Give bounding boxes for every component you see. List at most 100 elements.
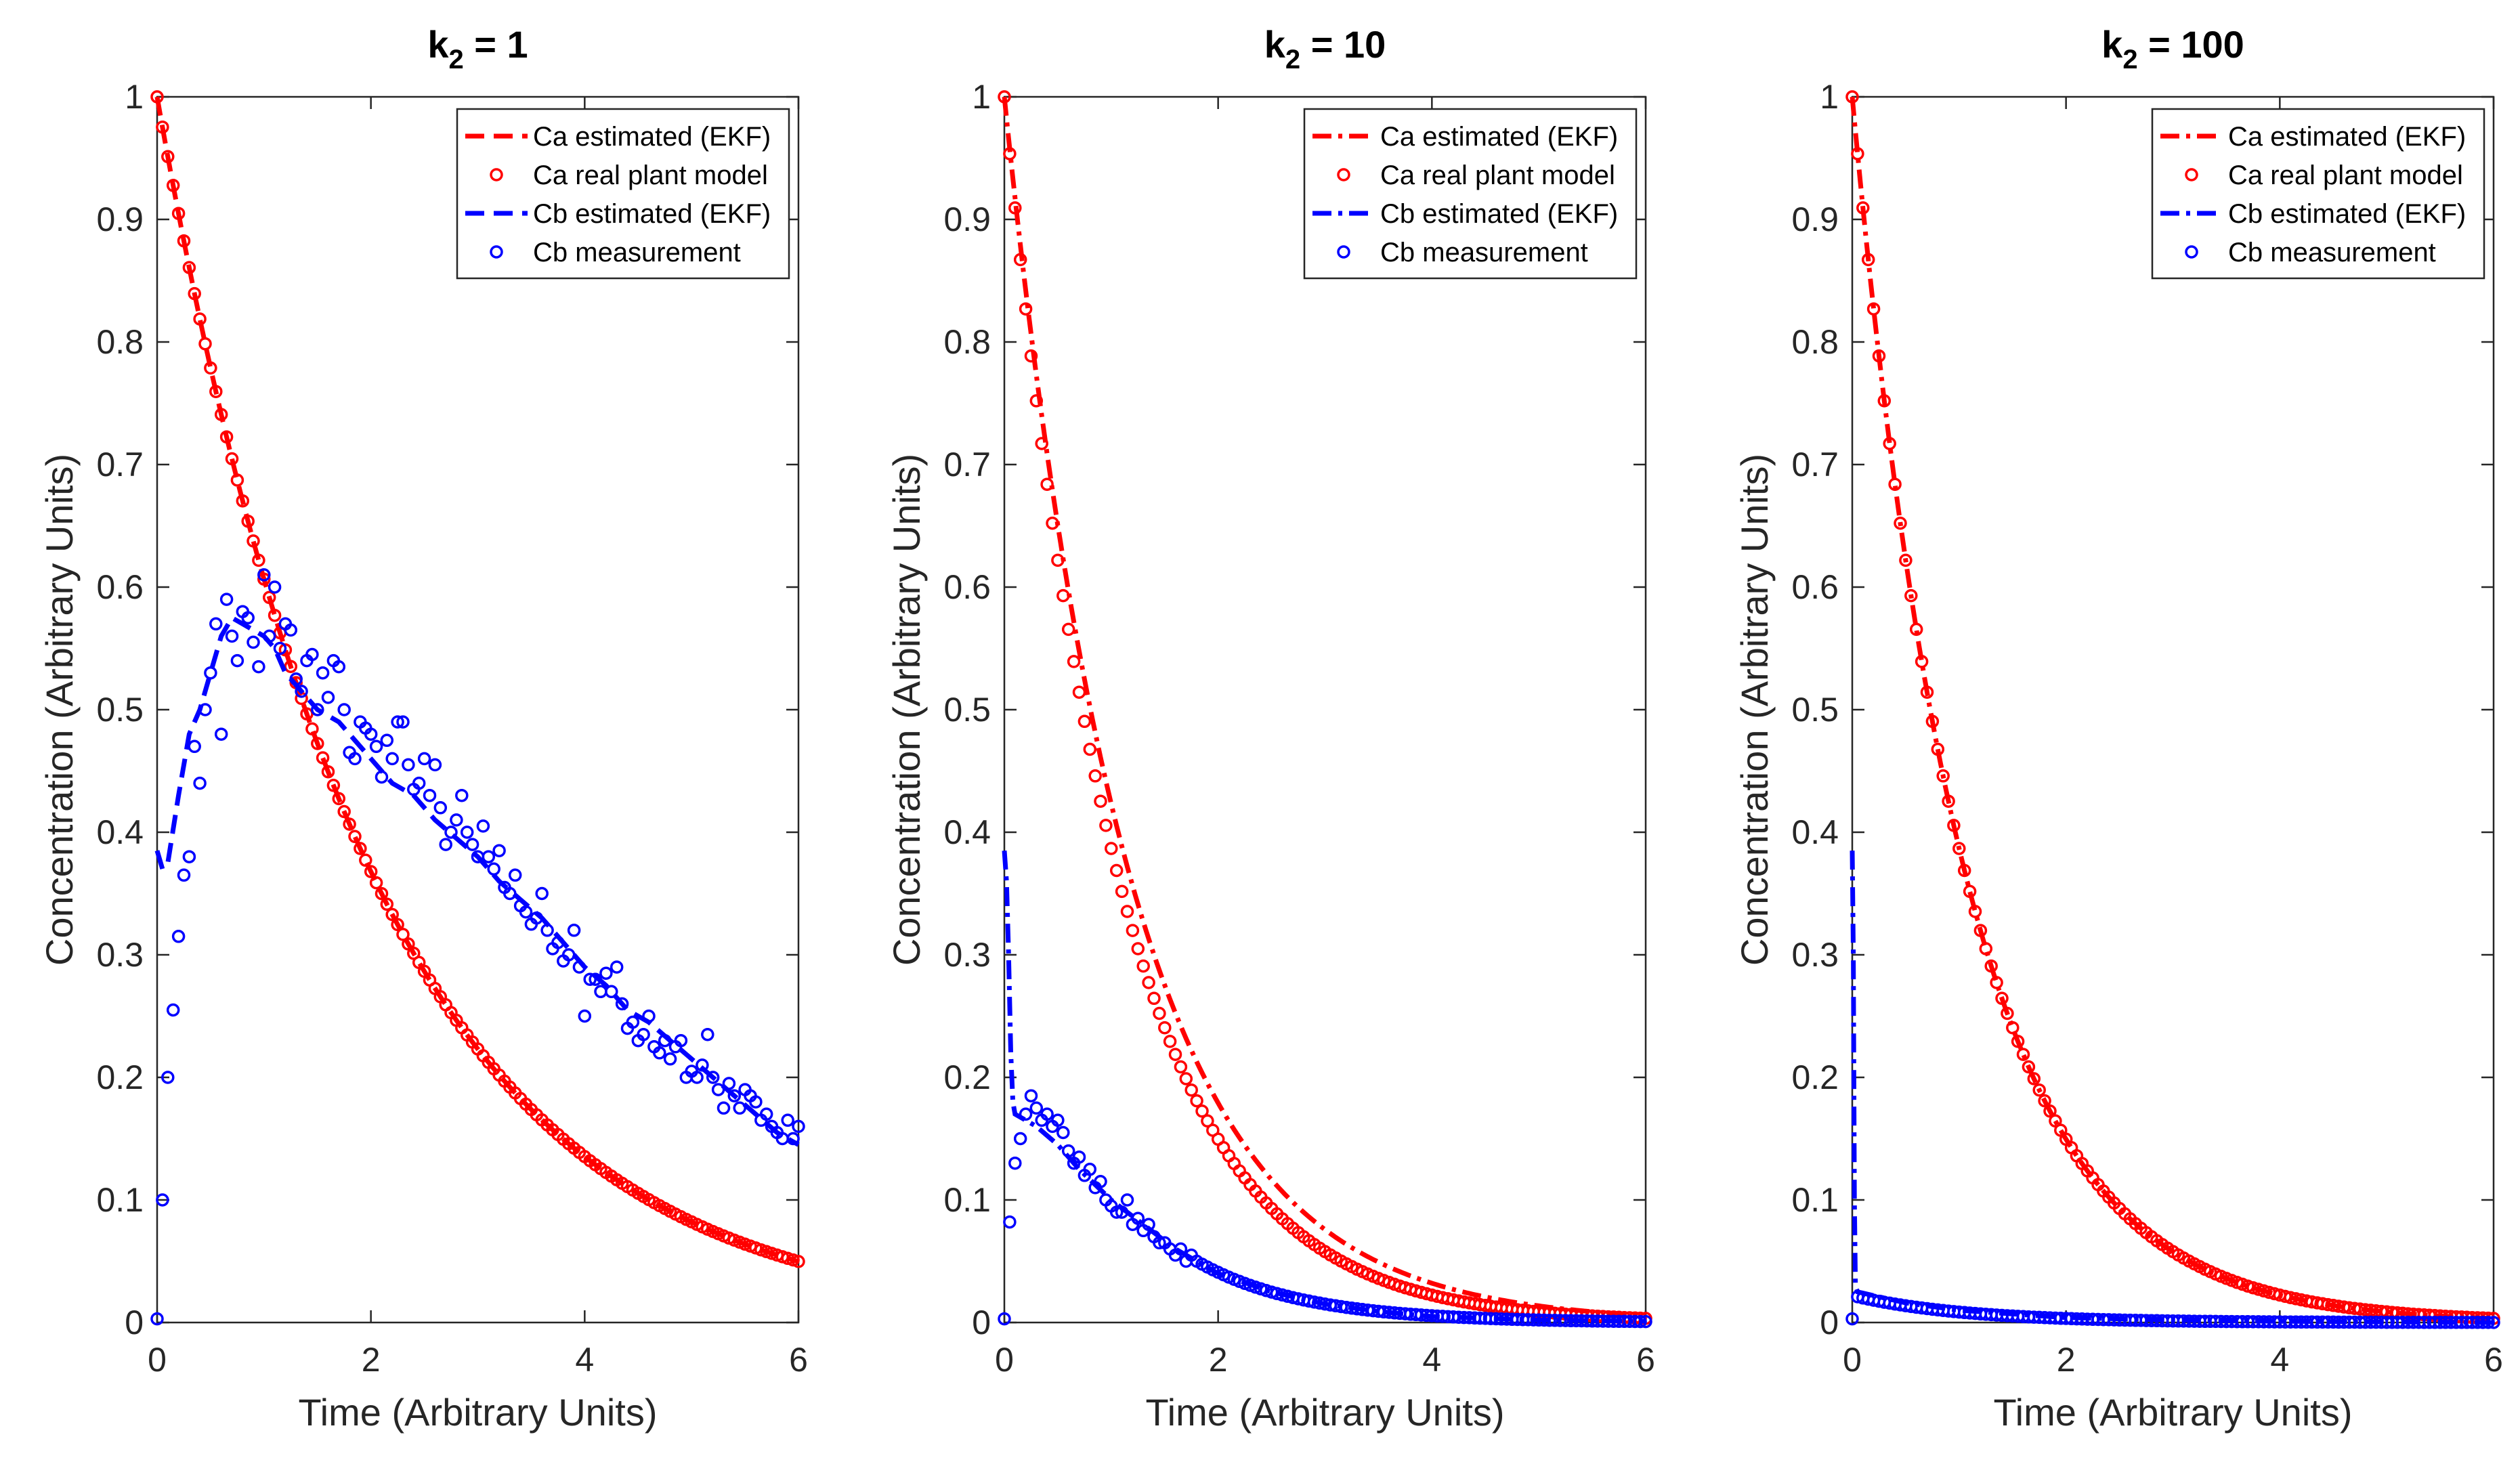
x-tick-label: 4	[1422, 1341, 1441, 1379]
title-suffix: = 10	[1300, 23, 1386, 66]
cb-measurement-point	[1013, 1132, 1027, 1146]
y-tick-label: 0.7	[1791, 446, 1839, 483]
cb-measurement-point	[247, 635, 260, 649]
ca-real-point	[1163, 1035, 1177, 1048]
ca-real-point	[1201, 1114, 1214, 1128]
ca-real-point	[1061, 622, 1075, 637]
y-tick-label: 0	[972, 1304, 991, 1341]
cb-measurement-point	[219, 593, 234, 606]
legend-swatch-ca-real	[2185, 168, 2198, 181]
ca-real-point	[1056, 588, 1070, 603]
ca-real-point	[1888, 477, 1902, 491]
ca-real-point	[1035, 437, 1048, 450]
cb-measurement-point	[487, 862, 500, 876]
ca-real-point	[348, 830, 362, 844]
ca-real-point	[2001, 1006, 2014, 1020]
y-axis-label: Concentration (Arbitrary Units)	[38, 454, 81, 966]
ca-real-point	[252, 553, 265, 567]
cb-measurement-point	[642, 1009, 656, 1023]
ca-real-point	[1856, 201, 1870, 215]
cb-measurement-point	[1153, 1236, 1166, 1250]
cb-measurement-point	[332, 660, 346, 674]
ca-real-point	[284, 660, 298, 673]
ca-real-point	[385, 907, 399, 922]
cb-measurement-point	[690, 1071, 704, 1084]
y-tick-label: 0.9	[943, 200, 991, 238]
ca-real-point	[182, 261, 196, 274]
cb-measurement-point	[589, 972, 602, 986]
ca-real-point	[2027, 1072, 2041, 1085]
ca-real-point	[1883, 437, 1896, 450]
y-tick-label: 0.3	[96, 936, 144, 974]
x-tick-label: 0	[1843, 1341, 1862, 1379]
legend-label-cb-measurement: Cb measurement	[533, 238, 741, 267]
y-tick-label: 0.7	[943, 446, 991, 483]
ca-real-point	[998, 90, 1011, 104]
x-axis-label: Time (Arbitrary Units)	[1146, 1391, 1505, 1434]
ca-real-point	[230, 473, 244, 487]
y-tick-label: 0.4	[96, 813, 144, 851]
cb-measurement-point	[2481, 1316, 2495, 1329]
title-suffix: = 1	[464, 23, 528, 66]
x-axis-label: Time (Arbitrary Units)	[1994, 1391, 2353, 1434]
cb-measurement-point	[1003, 1215, 1017, 1229]
cb-measurement-point	[733, 1101, 746, 1115]
legend-label-ca-estimated: Ca estimated (EKF)	[1380, 122, 1618, 152]
ca-real-point	[1894, 516, 1907, 530]
ca-real-point	[1936, 769, 1950, 783]
cb-measurement-point	[1008, 1156, 1022, 1170]
ca-real-point	[262, 590, 276, 605]
ca-real-point	[1973, 924, 1988, 937]
y-tick-label: 1	[972, 78, 991, 116]
ca-real-point	[1952, 842, 1966, 855]
ca-real-point	[1115, 884, 1129, 899]
ca-real-point	[311, 737, 324, 750]
ca-real-point	[1158, 1020, 1172, 1035]
ca-real-point	[1931, 742, 1945, 756]
ca-real-point	[1008, 201, 1022, 215]
cb-measurement-point	[503, 886, 517, 901]
x-tick-label: 2	[1209, 1341, 1228, 1379]
ca-real-point	[1013, 253, 1027, 267]
x-tick-label: 6	[1636, 1341, 1655, 1379]
ca-real-point	[214, 408, 228, 421]
y-tick-label: 0.5	[1791, 691, 1839, 729]
cb-measurement-point	[476, 819, 490, 833]
cb-measurement-point	[455, 788, 469, 802]
ca-real-point	[257, 572, 271, 586]
cb-measurement-point	[2487, 1316, 2500, 1329]
ca-real-point	[1099, 819, 1113, 832]
cb-measurement-point	[1115, 1205, 1129, 1219]
cb-measurement-point	[1061, 1144, 1075, 1158]
ca-real-point	[1195, 1104, 1209, 1118]
ca-real-point	[337, 804, 351, 819]
y-tick-label: 0.6	[96, 568, 144, 606]
cb-measurement-point	[289, 672, 303, 686]
legend: Ca estimated (EKF) Ca real plant model Cb …	[2151, 108, 2485, 280]
axes-box	[1003, 95, 1647, 1324]
cb-measurement-point	[188, 739, 201, 754]
cb-measurement-point	[423, 788, 437, 802]
title-prefix: k	[427, 23, 449, 66]
cb-measurement-point	[1051, 1113, 1065, 1127]
y-tick-label: 0.8	[96, 323, 144, 361]
cb-measurement-point	[998, 1312, 1011, 1326]
cb-measurement-point	[450, 813, 463, 827]
legend-swatch-cb-measurement	[490, 245, 503, 259]
y-tick-label: 0.9	[96, 200, 144, 238]
ca-estimated-line	[1850, 96, 2494, 1321]
ca-real-point	[1142, 976, 1155, 989]
y-axis-label: Concentration (Arbitrary Units)	[1733, 454, 1776, 966]
cb-measurement-point	[706, 1071, 720, 1084]
x-tick-label: 4	[575, 1341, 594, 1379]
cb-measurement-point	[610, 960, 624, 974]
ca-real-point	[1109, 863, 1124, 878]
cb-measurement-point	[402, 758, 415, 772]
cb-measurement-point	[674, 1033, 688, 1048]
ca-real-point	[354, 842, 367, 855]
cb-measurement-point	[295, 685, 308, 698]
ca-real-point	[343, 817, 356, 831]
y-tick-label: 0.5	[943, 691, 991, 729]
ca-real-point	[1904, 588, 1918, 603]
